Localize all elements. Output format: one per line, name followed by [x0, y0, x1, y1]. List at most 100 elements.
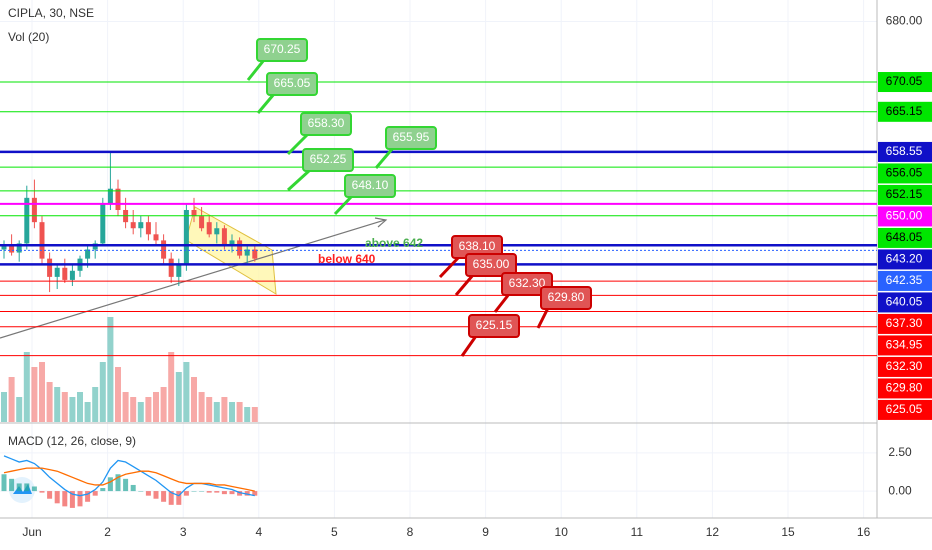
volume-bar [206, 397, 213, 422]
callout-pointer [374, 147, 395, 169]
candle-body [107, 188, 113, 204]
callout-label: 648.10 [352, 178, 389, 192]
volume-bar [251, 407, 258, 422]
price-label: 629.80 [886, 381, 923, 395]
x-tick-label: Jun [22, 525, 41, 539]
macd-histogram [31, 486, 37, 492]
candle-body [16, 243, 22, 253]
callout-pointer [536, 307, 550, 329]
callout-label: 658.30 [308, 116, 345, 130]
candle-body [176, 264, 182, 277]
macd-histogram [1, 474, 7, 492]
callout-pointer [333, 194, 354, 216]
price-label: 634.95 [886, 338, 923, 352]
volume-bar [221, 397, 228, 422]
volume-bar [16, 397, 23, 422]
x-tick-label: 10 [555, 525, 569, 539]
volume-bar [115, 367, 121, 422]
macd-histogram [161, 491, 167, 502]
annotation: below 640 [318, 252, 376, 266]
price-label: 658.55 [886, 144, 923, 158]
callout-box [344, 174, 396, 198]
y2-tick-label: 0.00 [888, 483, 912, 497]
volume-bar [153, 392, 159, 422]
candle-body [168, 258, 174, 277]
price-label-bg [878, 356, 932, 377]
macd-histogram [130, 484, 136, 492]
macd-histogram [145, 491, 151, 496]
price-label: 670.05 [886, 74, 923, 88]
callout-box [266, 72, 318, 96]
candle-body [1, 246, 7, 250]
macd-histogram [244, 491, 250, 496]
candle-body [221, 228, 227, 247]
callout-pointer [460, 335, 478, 357]
candle-body [130, 222, 136, 229]
macd-histogram [206, 491, 212, 493]
price-label-bg [878, 206, 932, 227]
macd-histogram [199, 491, 205, 492]
volume-bar [1, 392, 7, 422]
candle-body [69, 270, 75, 280]
price-label-bg [878, 163, 932, 184]
price-label: 643.20 [886, 252, 923, 266]
grid [0, 0, 877, 518]
macd-histogram [54, 491, 60, 504]
candle-body [115, 188, 121, 210]
volume-bar [92, 387, 99, 422]
price-label: 637.30 [886, 316, 923, 330]
macd-line [3, 455, 255, 497]
macd-histogram [107, 477, 113, 492]
candle-body [24, 197, 30, 244]
x-tick-label: 12 [706, 525, 720, 539]
y2-tick-label: 2.50 [888, 445, 912, 459]
macd-histogram [191, 491, 197, 492]
callout-label: 638.10 [459, 239, 496, 253]
macd-histogram [252, 491, 258, 496]
candle-body [237, 240, 243, 256]
volume-bar [77, 392, 83, 422]
price-label-bg [878, 249, 932, 270]
volume-bar [198, 392, 205, 422]
callout-box [501, 272, 553, 296]
macd-title: MACD (12, 26, close, 9) [8, 434, 136, 448]
macd-histogram [39, 491, 45, 493]
x-tick-label: 8 [407, 525, 414, 539]
volume-bar [61, 392, 68, 422]
callout-box [540, 286, 592, 310]
x-tick-label: 4 [255, 525, 262, 539]
candle-body [229, 240, 235, 247]
x-tick-label: 2 [104, 525, 111, 539]
price-label: 656.05 [886, 166, 923, 180]
candle-body [199, 216, 205, 229]
volume-bar [46, 382, 53, 422]
volume-bar [175, 372, 182, 422]
x-tick-label: 15 [781, 525, 795, 539]
price-label-bg [878, 313, 932, 334]
price-label-bg [878, 270, 932, 291]
callout-label: 632.30 [509, 276, 546, 290]
candle-body [153, 234, 159, 241]
volume-bar [130, 397, 137, 422]
volume-bar [145, 397, 152, 422]
volume-bar [236, 402, 243, 422]
candle-body [252, 249, 258, 259]
price-label-bg [878, 292, 932, 313]
annotation: above 642 [365, 236, 423, 250]
macd-histogram [100, 488, 106, 492]
x-tick-label: 16 [857, 525, 871, 539]
candle-body [161, 240, 167, 259]
macd-histogram [9, 478, 15, 492]
callout-box [300, 112, 352, 136]
callout-pointer [246, 59, 266, 81]
macd-histogram [77, 491, 83, 507]
callout-pointer [286, 168, 312, 192]
callout-label: 629.80 [548, 290, 585, 304]
price-label-bg [878, 141, 932, 162]
candle-body [145, 222, 151, 235]
macd-histogram [115, 474, 121, 492]
candle-body [191, 209, 197, 217]
trend-line [0, 219, 386, 339]
macd-histogram [47, 491, 53, 499]
